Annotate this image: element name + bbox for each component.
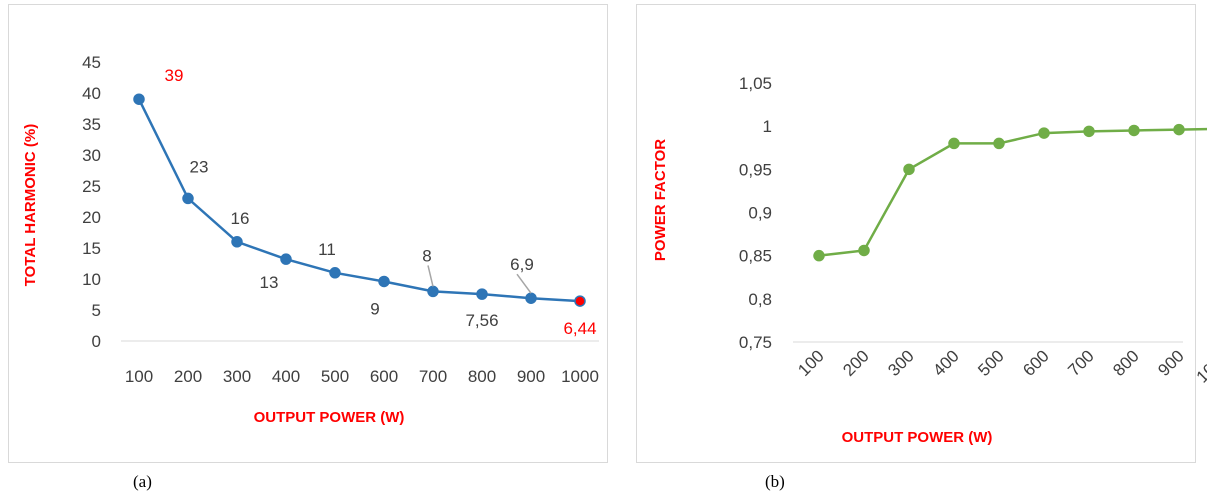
data-label: 7,56 xyxy=(465,311,498,330)
data-point xyxy=(427,285,439,298)
y-axis-title: POWER FACTOR xyxy=(652,139,669,261)
data-point xyxy=(378,275,390,288)
y-tick-label: 0,75 xyxy=(739,333,772,352)
data-label: 9 xyxy=(370,299,379,318)
x-axis-title: OUTPUT POWER (W) xyxy=(254,409,405,426)
data-point xyxy=(280,253,292,265)
data-point xyxy=(903,163,915,176)
data-point xyxy=(1083,125,1095,138)
caption-a: (a) xyxy=(133,472,152,491)
y-tick-label: 0 xyxy=(92,332,101,351)
data-point xyxy=(231,236,243,248)
data-point xyxy=(133,93,145,105)
x-tick-label: 1000 xyxy=(1193,346,1207,386)
chart-panel-a: 0 5 10 15 20 25 30 35 40 45 100 200 300 400 500 600 700 8… xyxy=(8,4,608,463)
data-label: 8 xyxy=(422,246,431,265)
y-tick-label: 5 xyxy=(92,301,101,320)
y-tick-label: 0,85 xyxy=(739,247,772,266)
x-tick-label: 900 xyxy=(1154,346,1187,379)
y-tick-label: 20 xyxy=(82,208,101,227)
x-tick-label: 900 xyxy=(517,367,545,386)
data-label: 23 xyxy=(190,157,209,176)
x-tick-label: 600 xyxy=(370,367,398,386)
y-tick-label: 10 xyxy=(82,270,101,289)
data-point xyxy=(182,192,194,205)
data-point xyxy=(858,244,870,257)
leader-line xyxy=(516,273,532,294)
power-factor-chart: 0,75 0,8 0,85 0,9 0,95 1 1,05 100 200 300 400 500 60… xyxy=(652,74,1207,446)
x-tick-label: 300 xyxy=(884,346,917,379)
y-tick-label: 25 xyxy=(82,177,101,196)
y-tick-label: 40 xyxy=(82,84,101,103)
x-tick-label: 800 xyxy=(1109,346,1142,379)
y-tick-label: 15 xyxy=(82,239,101,258)
x-tick-label: 200 xyxy=(174,367,202,386)
x-tick-label: 100 xyxy=(125,367,153,386)
data-point xyxy=(525,292,537,304)
data-label: 6,9 xyxy=(510,255,534,274)
series-line-harmonic xyxy=(137,98,581,303)
data-point xyxy=(948,137,960,150)
x-tick-label: 500 xyxy=(974,346,1007,379)
x-tick-label: 300 xyxy=(223,367,251,386)
caption-b: (b) xyxy=(765,472,785,491)
series-line-power-factor xyxy=(818,127,1207,257)
data-point xyxy=(574,295,586,307)
x-tick-label: 100 xyxy=(794,346,827,379)
x-tick-label: 400 xyxy=(272,367,300,386)
x-tick-label: 600 xyxy=(1019,346,1052,379)
data-point xyxy=(476,288,488,300)
x-tick-label: 700 xyxy=(1064,346,1097,379)
data-point xyxy=(329,267,341,279)
x-tick-label: 700 xyxy=(419,367,447,386)
x-tick-label: 800 xyxy=(468,367,496,386)
y-tick-label: 0,95 xyxy=(739,160,772,179)
y-tick-label: 45 xyxy=(82,53,101,72)
y-tick-label: 30 xyxy=(82,146,101,165)
y-axis-title: TOTAL HARMONIC (%) xyxy=(22,124,39,287)
data-label: 6,44 xyxy=(563,319,596,338)
data-label: 11 xyxy=(318,240,336,259)
data-point xyxy=(1038,127,1050,139)
y-tick-label: 1 xyxy=(763,117,772,136)
y-tick-label: 35 xyxy=(82,115,101,134)
x-tick-label: 500 xyxy=(321,367,349,386)
data-label: 39 xyxy=(165,66,184,85)
x-tick-label: 200 xyxy=(839,346,872,379)
data-point xyxy=(1128,124,1140,137)
x-tick-label: 1000 xyxy=(561,367,599,386)
data-label: 13 xyxy=(260,273,279,292)
y-tick-label: 0,8 xyxy=(748,290,772,309)
chart-panel-b: 0,75 0,8 0,85 0,9 0,95 1 1,05 100 200 300 400 500 60… xyxy=(636,4,1207,463)
leader-line xyxy=(427,265,434,287)
y-tick-label: 0,9 xyxy=(748,204,772,223)
data-label: 16 xyxy=(231,209,250,228)
x-axis-title: OUTPUT POWER (W) xyxy=(842,429,993,446)
data-point xyxy=(813,249,825,262)
harmonic-chart: 0 5 10 15 20 25 30 35 40 45 100 200 300 400 500 600 700 8… xyxy=(22,53,599,426)
data-point xyxy=(1173,123,1185,136)
y-tick-label: 1,05 xyxy=(739,74,772,93)
data-point xyxy=(993,137,1005,150)
x-tick-label: 400 xyxy=(929,346,962,379)
